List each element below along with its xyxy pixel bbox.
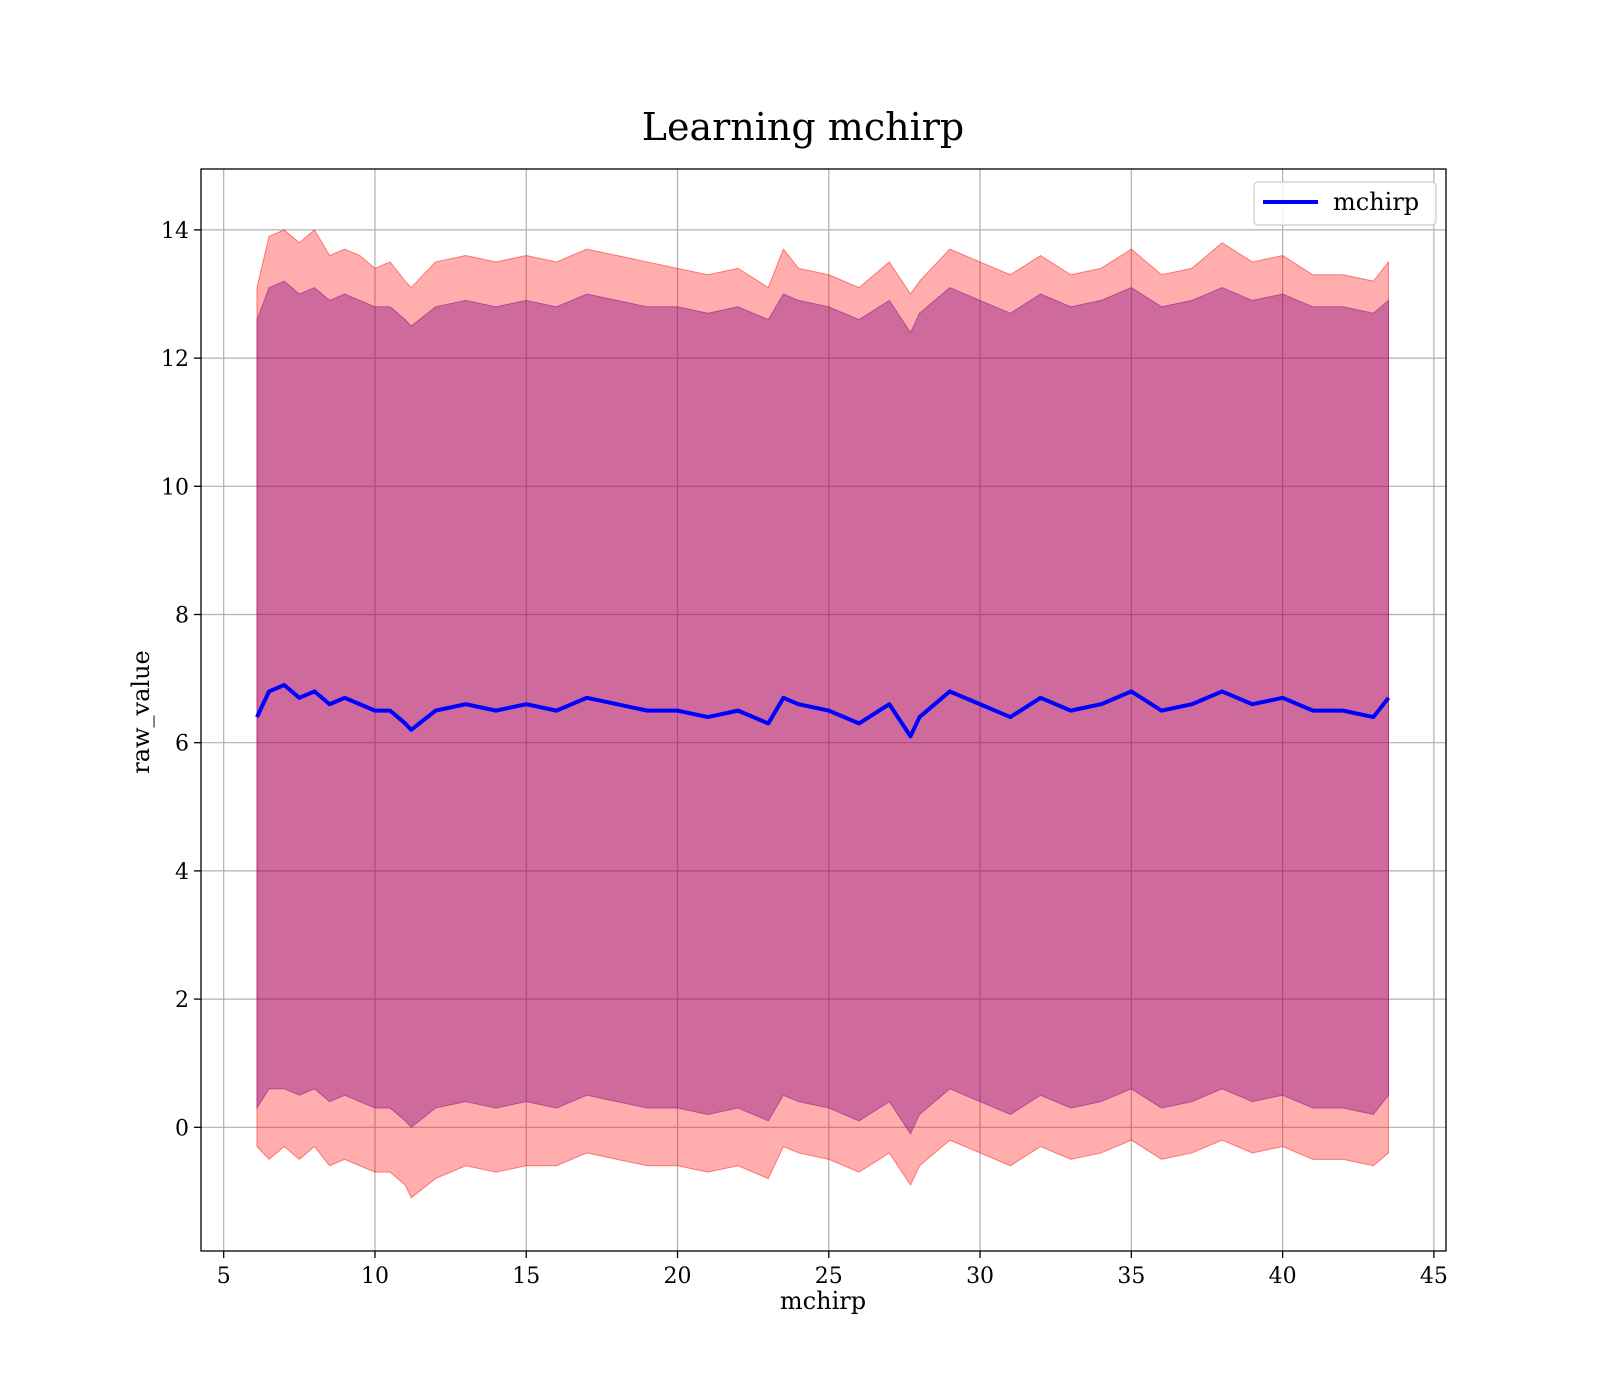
- x-tick-label: 25: [815, 1264, 843, 1289]
- series-lines: [255, 683, 1391, 739]
- y-axis-ticks: 0 2 4 6 8 10 12 14: [161, 219, 201, 1141]
- y-tick-label: 2: [175, 988, 189, 1013]
- x-tick-label: 30: [966, 1264, 994, 1289]
- legend: mchirp: [1253, 181, 1437, 226]
- y-tick-label: 0: [175, 1116, 189, 1141]
- x-tick-label: 10: [361, 1264, 389, 1289]
- y-tick-label: 10: [161, 475, 189, 500]
- grid: [201, 169, 1446, 1251]
- y-tick-label: 4: [175, 860, 189, 885]
- legend-frame: [1253, 181, 1437, 226]
- plot-area-frame: [200, 168, 1447, 1252]
- y-tick-label: 6: [175, 732, 189, 757]
- x-axis-label: mchirp: [780, 1287, 866, 1315]
- series-line-mchirp: [255, 683, 1391, 739]
- y-axis-label: raw_value: [127, 650, 155, 774]
- band-outer: [256, 229, 1390, 1199]
- y-tick-label: 8: [175, 603, 189, 628]
- x-axis-ticks: 5 10 15 20 25 30 35 40 45: [217, 1251, 1448, 1289]
- legend-label-mchirp: mchirp: [1333, 188, 1419, 216]
- x-tick-label: 35: [1117, 1264, 1145, 1289]
- x-tick-label: 15: [512, 1264, 540, 1289]
- y-tick-label: 12: [161, 347, 189, 372]
- y-tick-label: 14: [161, 219, 189, 244]
- x-tick-label: 40: [1269, 1264, 1297, 1289]
- chart-title: Learning mchirp: [642, 105, 964, 149]
- confidence-bands: [256, 229, 1390, 1199]
- x-tick-label: 5: [217, 1264, 231, 1289]
- x-tick-label: 20: [664, 1264, 692, 1289]
- x-tick-label: 45: [1420, 1264, 1448, 1289]
